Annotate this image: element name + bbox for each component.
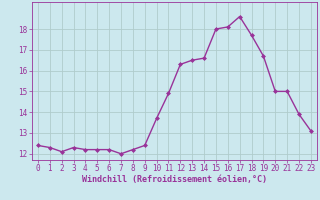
X-axis label: Windchill (Refroidissement éolien,°C): Windchill (Refroidissement éolien,°C) [82, 175, 267, 184]
